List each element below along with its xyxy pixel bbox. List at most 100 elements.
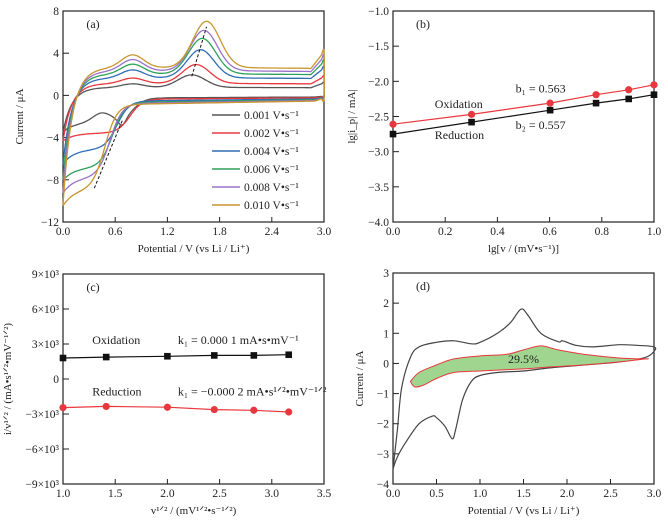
legend-label: 0.004 V•s⁻¹ [244, 146, 299, 158]
series-line-reduction [392, 94, 655, 135]
data-point-oxidation [625, 86, 633, 94]
data-point-oxidation [164, 352, 171, 360]
y-tick-label: 6×10³ [32, 304, 60, 316]
x-tick-label: 2.5 [603, 488, 618, 500]
legend: 0.001 V•s⁻¹ 0.002 V•s⁻¹ 0.004 V•s⁻¹ 0.006 V… [212, 110, 299, 212]
annotation: Reduction [435, 128, 484, 142]
y-axis-label: Current / μA [14, 88, 26, 144]
x-tick-label: 0.5 [429, 488, 444, 500]
panel-label: (b) [416, 17, 430, 31]
y-tick-label: 0 [53, 374, 59, 386]
data-point-oxidation [467, 110, 476, 118]
series-line-reduction [62, 405, 289, 413]
x-tick-label: 0.0 [386, 488, 401, 500]
x-tick-label: 1.2 [160, 226, 175, 238]
y-tick-label: 1 [383, 328, 389, 340]
data-point-reduction [250, 406, 258, 414]
panel-label: (c) [86, 280, 99, 294]
annotation: Oxidation [92, 333, 140, 347]
x-tick-label: 3.0 [647, 488, 662, 500]
x-axis-label: v¹ᐟ² / (mV¹ᐟ²•s⁻¹ᐟ²) [151, 505, 237, 517]
data-point-reduction [389, 130, 397, 138]
plot-frame [62, 10, 325, 223]
x-tick-label: 3.5 [317, 488, 332, 500]
panel-label: (d) [416, 279, 430, 293]
data-point-oxidation [592, 91, 600, 99]
x-tick-label: 1.5 [516, 488, 531, 500]
y-tick-label: −4 [47, 133, 59, 145]
y-tick-label: −12 [41, 217, 59, 229]
y-tick-label: −1.5 [368, 41, 389, 53]
x-axis-label: Potential / V (vs Li / Li⁺) [138, 243, 250, 255]
annotation: Reduction [92, 384, 141, 398]
data-point-oxidation [389, 120, 397, 128]
x-tick-label: 0.4 [490, 226, 505, 238]
y-tick-label: −3.0 [368, 147, 389, 159]
data-point-reduction [163, 403, 171, 411]
y-tick-label: 2 [383, 298, 389, 310]
x-tick-label: 2.0 [560, 488, 575, 500]
panel-d: 0.0 0.5 1.0 1.5 2.0 2.5 3.0 −4 −3 −2 −1 0 1 2 3 Potenti… [354, 268, 661, 517]
y-tick-label: −8 [47, 175, 59, 187]
data-point-oxidation [250, 352, 258, 359]
x-tick-label: 1.0 [56, 488, 71, 500]
data-point-reduction [102, 402, 110, 411]
y-tick-label: −2.5 [368, 112, 389, 124]
series-line-oxidation [392, 84, 655, 125]
cv-curve [62, 20, 325, 207]
x-tick-label: 3.0 [265, 488, 280, 500]
legend-label: 0.010 V•s⁻¹ [244, 200, 299, 212]
plot-frame [392, 10, 655, 223]
y-tick-label: 9×10³ [32, 269, 60, 281]
annotation: k₁ = −0.000 2 mA•s¹ᐟ²•mV⁻¹ᐟ² [178, 384, 327, 398]
x-tick-label: 1.0 [473, 488, 488, 500]
x-tick-label: 2.4 [265, 226, 280, 238]
y-tick-label: −3.5 [368, 182, 389, 194]
y-axis-label: i/v¹ᐟ² / (mA•s¹ᐟ²•mV⁻¹ᐟ²) [2, 323, 14, 435]
y-tick-label: −9×10³ [25, 479, 59, 491]
y-tick-label: −2.0 [368, 76, 389, 88]
data-point-reduction [468, 118, 475, 126]
plot-frame [62, 273, 325, 485]
data-point-reduction [650, 91, 658, 98]
y-tick-label: 4 [53, 48, 59, 60]
data-point-reduction [625, 95, 632, 103]
annotation: k₁ = 0.000 1 mA•s•mV⁻¹ [178, 333, 299, 347]
y-tick-label: −4 [377, 479, 389, 491]
y-tick-label: 3 [383, 268, 389, 280]
x-tick-label: 0.6 [108, 226, 123, 238]
x-axis-label: Potential / V (vs Li / Li⁺) [468, 505, 580, 517]
x-tick-label: 2.0 [160, 488, 175, 500]
y-tick-label: −4.0 [368, 217, 389, 229]
data-point-reduction [285, 408, 293, 416]
x-axis-label: lg[v / (mV•s⁻¹)] [488, 243, 559, 255]
y-tick-label: 8 [53, 6, 59, 18]
data-point-oxidation [210, 352, 218, 359]
data-point-reduction [59, 403, 67, 412]
panel-b: 0.0 0.2 0.4 0.6 0.8 1.0 −4.0 −3.5 −3.0 −2.5 −2.0 −1… [346, 6, 661, 255]
y-tick-label: −1.0 [368, 6, 389, 18]
data-point-oxidation [650, 81, 658, 89]
data-point-oxidation [546, 99, 554, 107]
y-tick-label: 0 [53, 90, 59, 102]
x-tick-label: 1.5 [108, 488, 123, 500]
panel-label: (a) [86, 17, 99, 31]
y-axis-label: Current / μA [354, 350, 366, 406]
x-tick-label: 1.0 [647, 226, 662, 238]
y-tick-label: −2 [377, 419, 389, 431]
x-tick-label: 1.8 [212, 226, 227, 238]
legend-label: 0.002 V•s⁻¹ [244, 128, 299, 140]
cv-total-curve [392, 308, 657, 470]
y-tick-label: −3×10³ [25, 409, 59, 421]
x-tick-label: 0.0 [56, 226, 71, 238]
data-point-oxidation [102, 353, 110, 361]
y-tick-label: 0 [383, 358, 389, 370]
annotation: Oxidation [435, 97, 483, 111]
reduction-peak-guide [93, 120, 123, 189]
data-point-oxidation [285, 351, 293, 359]
x-tick-label: 0.8 [595, 226, 610, 238]
y-tick-label: −3 [377, 449, 389, 461]
x-tick-label: 0.2 [438, 226, 453, 238]
x-tick-label: 0.0 [386, 226, 401, 238]
